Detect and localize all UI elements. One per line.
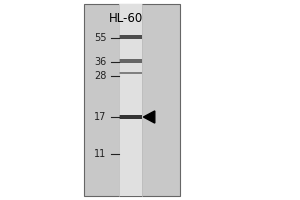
FancyBboxPatch shape <box>119 72 142 74</box>
Polygon shape <box>143 111 155 123</box>
Text: 28: 28 <box>94 71 106 81</box>
FancyBboxPatch shape <box>119 59 142 63</box>
Text: 36: 36 <box>94 57 106 67</box>
FancyBboxPatch shape <box>119 35 142 39</box>
FancyBboxPatch shape <box>119 4 142 196</box>
Text: 55: 55 <box>94 33 106 43</box>
Text: 17: 17 <box>94 112 106 122</box>
Text: 11: 11 <box>94 149 106 159</box>
FancyBboxPatch shape <box>119 115 142 119</box>
FancyBboxPatch shape <box>84 4 180 196</box>
Text: HL-60: HL-60 <box>109 12 143 25</box>
